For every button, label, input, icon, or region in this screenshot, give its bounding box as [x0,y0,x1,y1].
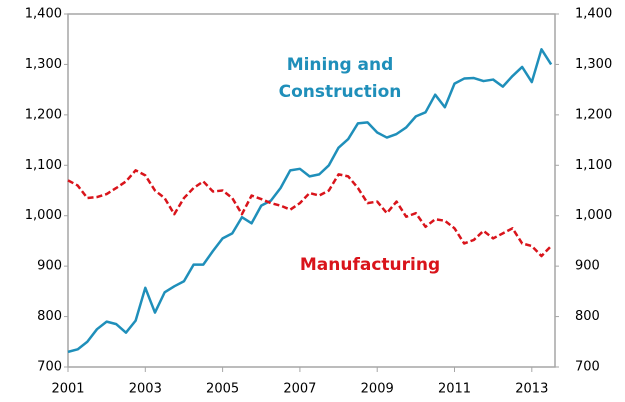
series-label: Mining and Construction [278,55,402,102]
x-tick-label: 2007 [283,382,316,397]
series-line [67,48,553,354]
y2-tick-label: 700 [575,360,600,375]
y2-tick-label: 800 [575,309,600,324]
x-tick-label: 2003 [129,382,162,397]
y2-tick-label: 1,400 [575,7,612,22]
y-tick-label: 800 [37,309,62,324]
y-tick-label: 1,300 [25,57,62,72]
x-tick-label: 2001 [51,382,84,397]
y-tick-label: 900 [37,259,62,274]
y-tick-label: 1,200 [25,107,62,122]
y2-tick-label: 1,300 [575,57,612,72]
y-tick-label: 1,400 [25,7,62,22]
y-tick-label: 1,100 [25,158,62,173]
x-tick-label: 2005 [206,382,239,397]
y-tick-label: 700 [37,360,62,375]
y-tick-label: 1,000 [25,208,62,223]
y2-tick-label: 1,000 [575,208,612,223]
x-tick-label: 2011 [438,382,471,397]
plot-frame [67,13,556,368]
y2-tick-label: 900 [575,259,600,274]
y2-tick-label: 1,200 [575,107,612,122]
series-line [67,169,553,258]
series-label: Manufacturing [299,255,441,275]
x-tick-label: 2009 [361,382,394,397]
x-tick-label: 2013 [515,382,548,397]
y2-tick-label: 1,100 [575,158,612,173]
